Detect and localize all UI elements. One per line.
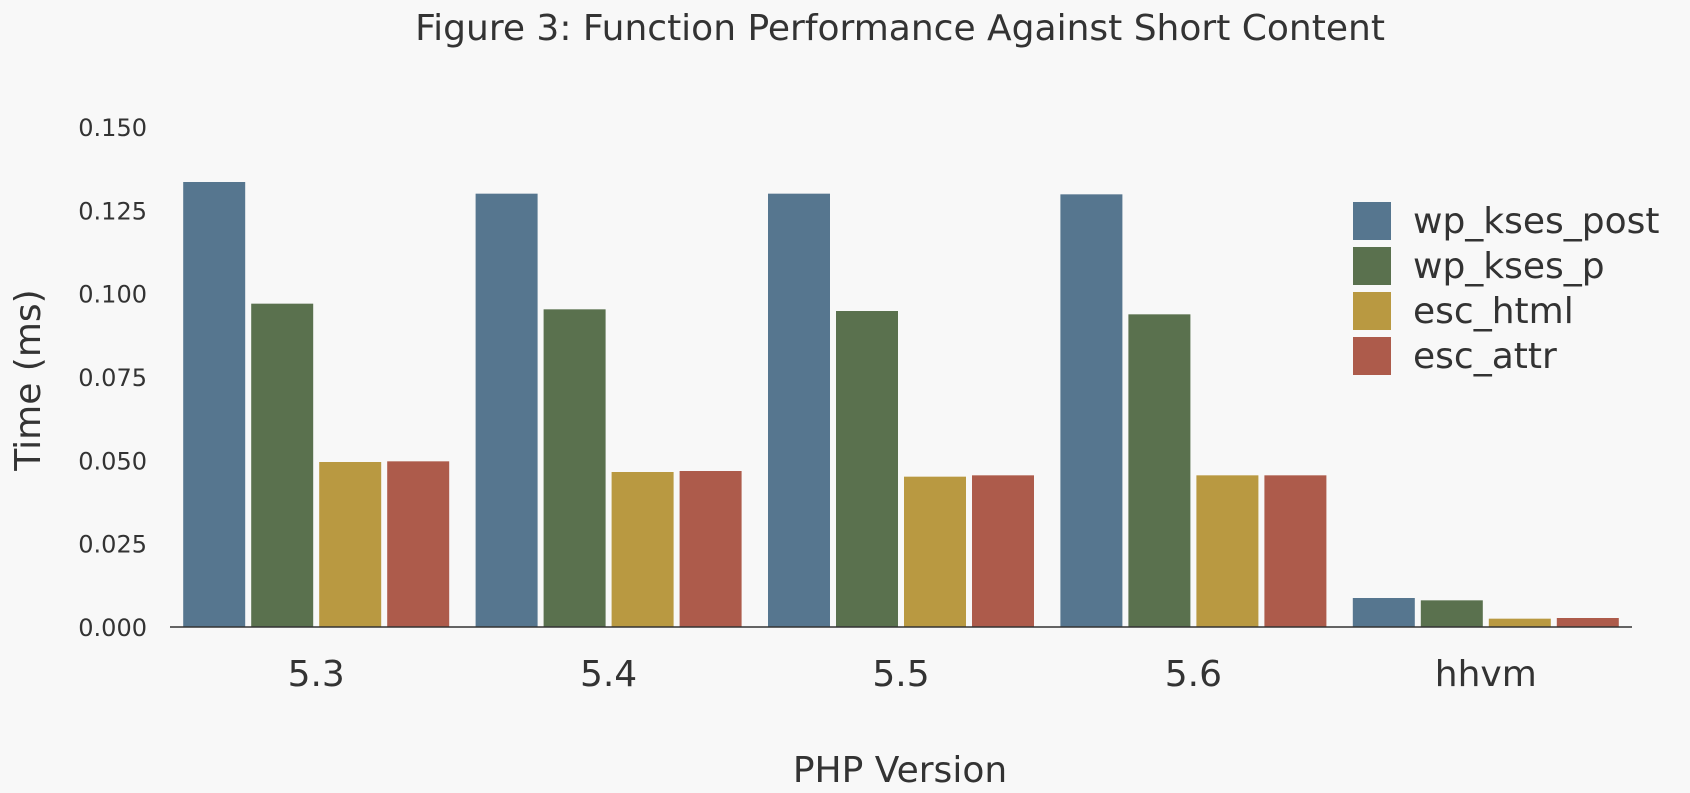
- bar-wp_kses_p-hhvm: [1420, 600, 1483, 627]
- bar-esc_attr-5.4: [679, 471, 742, 627]
- legend-label-wp_kses_p: wp_kses_p: [1413, 246, 1605, 287]
- y-tick-label: 0.100: [78, 281, 147, 309]
- y-tick-label: 0.150: [78, 114, 147, 142]
- y-tick-label: 0.025: [78, 531, 147, 559]
- bar-wp_kses_post-5.5: [768, 193, 830, 627]
- bar-esc_html-5.6: [1196, 475, 1259, 627]
- bar-wp_kses_p-5.3: [251, 303, 314, 627]
- y-tick-label: 0.000: [78, 614, 147, 642]
- bar-wp_kses_post-hhvm: [1352, 598, 1415, 627]
- legend-swatch-esc_attr: [1353, 337, 1391, 375]
- x-tick-label: 5.5: [872, 654, 929, 695]
- bar-wp_kses_post-5.3: [183, 182, 246, 627]
- bar-esc_attr-hhvm: [1556, 618, 1619, 627]
- legend-swatch-wp_kses_post: [1353, 202, 1391, 240]
- bar-esc_attr-5.6: [1264, 475, 1327, 627]
- bar-wp_kses_p-5.4: [543, 309, 606, 627]
- y-axis-ticks: 0.000 0.025 0.050 0.075 0.100 0.125 0.150: [78, 114, 147, 642]
- y-tick-label: 0.075: [78, 364, 147, 392]
- x-tick-label: 5.6: [1165, 654, 1222, 695]
- chart-title: Figure 3: Function Performance Against S…: [415, 8, 1385, 49]
- bars: [183, 182, 1619, 628]
- legend-label-esc_html: esc_html: [1413, 291, 1574, 332]
- bar-wp_kses_post-5.6: [1060, 194, 1123, 628]
- legend-label-wp_kses_post: wp_kses_post: [1413, 201, 1660, 242]
- bar-esc_html-5.5: [904, 476, 966, 627]
- bar-wp_kses_p-5.6: [1128, 314, 1191, 627]
- y-tick-label: 0.050: [78, 447, 147, 475]
- bar-wp_kses_post-5.4: [475, 193, 538, 627]
- bar-wp_kses_p-5.5: [836, 311, 898, 627]
- y-axis-label: Time (ms): [8, 289, 49, 471]
- x-tick-label: 5.3: [288, 654, 345, 695]
- bar-esc_html-5.3: [319, 462, 382, 627]
- bar-esc_html-hhvm: [1488, 618, 1551, 627]
- bar-esc_html-5.4: [611, 472, 674, 627]
- x-axis-ticks: 5.3 5.4 5.5 5.6 hhvm: [288, 654, 1537, 695]
- y-tick-label: 0.125: [78, 197, 147, 225]
- legend-swatch-esc_html: [1353, 292, 1391, 330]
- legend-label-esc_attr: esc_attr: [1413, 336, 1557, 377]
- legend-swatch-wp_kses_p: [1353, 247, 1391, 285]
- x-tick-label: 5.4: [580, 654, 637, 695]
- x-axis-label: PHP Version: [793, 750, 1007, 791]
- bar-esc_attr-5.3: [387, 461, 450, 627]
- bar-esc_attr-5.5: [972, 475, 1034, 627]
- x-tick-label: hhvm: [1435, 654, 1537, 695]
